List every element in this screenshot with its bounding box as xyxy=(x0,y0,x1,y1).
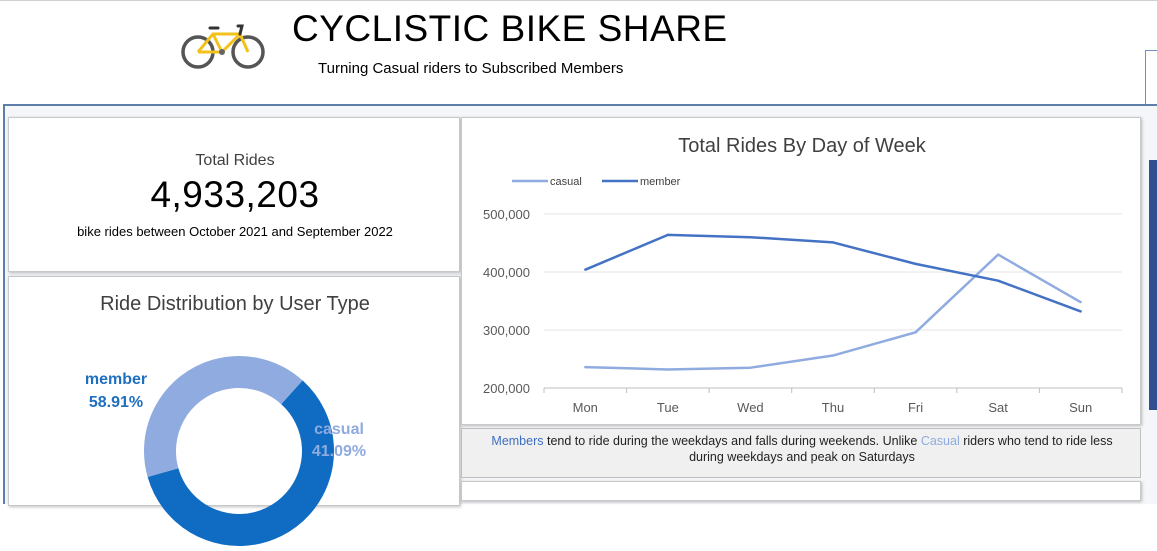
data-point-casual xyxy=(666,368,670,371)
data-point-casual xyxy=(996,253,1000,256)
data-point-member xyxy=(749,236,752,239)
x-tick-label: Tue xyxy=(657,400,679,415)
chart-title: Total Rides By Day of Week xyxy=(678,135,927,157)
side-accent-bar xyxy=(1149,160,1157,410)
x-tick-label: Wed xyxy=(737,400,764,415)
data-point-casual xyxy=(1079,300,1082,304)
insight-text: Members tend to ride during the weekdays… xyxy=(482,433,1122,465)
data-point-member xyxy=(584,268,587,271)
y-axis-ticks: 200,000 300,000 400,000 500,000 xyxy=(483,207,530,396)
insight-casual-word: Casual xyxy=(920,434,960,448)
legend-label-member: member xyxy=(640,176,681,188)
y-tick-label: 200,000 xyxy=(483,381,530,396)
y-tick-label: 500,000 xyxy=(483,207,530,222)
data-point-member xyxy=(996,279,1000,282)
total-rides-card: Total Rides 4,933,203 bike rides between… xyxy=(8,117,460,272)
x-tick-label: Sat xyxy=(988,400,1008,415)
page-subtitle: Turning Casual riders to Subscribed Memb… xyxy=(318,60,624,77)
x-axis-ticks: Mon Tue Wed Thu Fri Sat Sun xyxy=(543,388,1123,415)
chart-gridlines xyxy=(544,213,1122,389)
lower-card xyxy=(461,481,1141,501)
x-tick-label: Fri xyxy=(908,400,923,415)
member-segment-label: member xyxy=(84,371,148,388)
top-divider xyxy=(0,0,1157,1)
ride-distribution-card: Ride Distribution by User Type member 58… xyxy=(8,276,460,546)
casual-segment-percent: 41.09% xyxy=(311,443,367,460)
insight-text-part2: riders who tend to ride less during week… xyxy=(689,434,1113,464)
data-point-casual xyxy=(914,331,917,334)
distribution-title: Ride Distribution by User Type xyxy=(100,293,370,315)
insight-members-word: Members xyxy=(491,434,544,448)
chart-legend: casual member xyxy=(512,176,681,188)
data-point-member xyxy=(666,233,670,237)
y-tick-label: 300,000 xyxy=(483,323,530,338)
data-point-casual xyxy=(749,366,752,369)
casual-segment-label: casual xyxy=(314,421,364,438)
total-rides-caption: bike rides between October 2021 and Sept… xyxy=(77,224,393,239)
page-title: CYCLISTIC BIKE SHARE xyxy=(292,8,728,49)
slicer-box[interactable] xyxy=(1145,50,1157,112)
x-tick-label: Mon xyxy=(573,400,598,415)
total-rides-value: 4,933,203 xyxy=(150,174,320,215)
chart-series xyxy=(584,233,1082,371)
x-tick-label: Sun xyxy=(1069,400,1092,415)
data-point-member xyxy=(1079,310,1082,313)
insight-text-part1: tend to ride during the weekdays and fal… xyxy=(543,434,921,448)
data-point-member xyxy=(914,262,917,266)
data-point-casual xyxy=(584,365,587,369)
data-point-casual xyxy=(831,354,835,357)
y-tick-label: 400,000 xyxy=(483,265,530,280)
bicycle-icon xyxy=(181,24,265,69)
legend-label-casual: casual xyxy=(550,176,582,188)
rides-by-day-line-chart: Total Rides By Day of Week casual member … xyxy=(483,135,1123,415)
member-segment-percent: 58.91% xyxy=(88,394,144,411)
donut-slice-casual xyxy=(144,356,334,546)
data-point-member xyxy=(831,241,835,244)
x-tick-label: Thu xyxy=(822,400,844,415)
insight-note: Members tend to ride during the weekdays… xyxy=(461,428,1141,478)
total-rides-label: Total Rides xyxy=(195,152,275,169)
rides-by-day-chart-card: Total Rides By Day of Week casual member … xyxy=(461,117,1141,425)
series-line-member xyxy=(584,233,1082,313)
